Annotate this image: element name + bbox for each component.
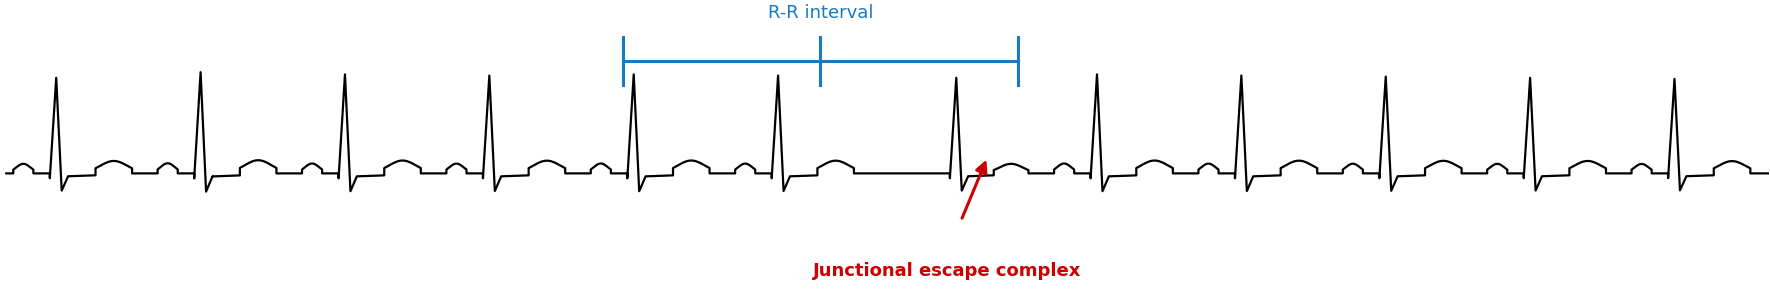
- Text: R-R interval: R-R interval: [768, 5, 873, 23]
- Text: Junctional escape complex: Junctional escape complex: [812, 262, 1081, 280]
